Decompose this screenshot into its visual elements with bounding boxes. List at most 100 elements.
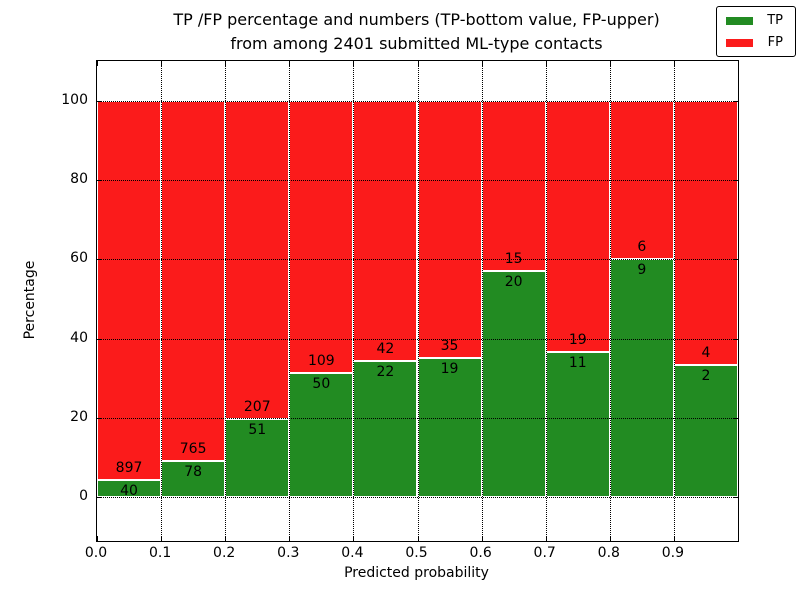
x-tick-mark-top: [609, 61, 611, 66]
x-tick-label: 0.4: [341, 545, 364, 561]
grid-line-x: [609, 61, 611, 541]
x-tick-label: 0.2: [213, 545, 236, 561]
legend: TP FP: [716, 6, 796, 57]
x-tick-mark-top: [545, 61, 547, 66]
bar-segment-fp: [353, 100, 418, 361]
bar-segment-fp: [545, 100, 610, 352]
x-tick-mark: [289, 536, 291, 541]
bar-segment-tp: [481, 270, 546, 498]
x-tick-mark-top: [289, 61, 291, 66]
y-tick-mark-right: [733, 338, 738, 340]
x-tick-mark: [417, 536, 419, 541]
bar-label-tp: 51: [248, 421, 267, 438]
bar-label-fp: 35: [440, 337, 459, 354]
legend-label-tp: TP: [767, 13, 783, 28]
bar-label-tp: 9: [637, 262, 647, 279]
bar-label-fp: 765: [179, 440, 207, 457]
x-tick-label: 0.1: [148, 545, 172, 561]
y-tick-label: 100: [61, 91, 88, 108]
y-tick-label: 20: [70, 409, 88, 426]
y-tick-mark: [97, 497, 102, 499]
x-tick-mark: [353, 536, 355, 541]
bar-label-fp: 19: [568, 331, 587, 348]
bar-segment-tp: [609, 259, 674, 498]
x-tick-mark-top: [353, 61, 355, 66]
legend-label-fp: FP: [767, 35, 783, 50]
chart-title: TP /FP percentage and numbers (TP-bottom…: [173, 10, 660, 53]
grid-line-x: [481, 61, 483, 541]
x-tick-label: 0.6: [469, 545, 492, 561]
bar-segment-fp: [289, 100, 354, 373]
bar-segment-fp: [673, 100, 738, 366]
bar-segment-tp: [417, 357, 482, 498]
y-tick-mark-right: [733, 100, 738, 102]
legend-entry-fp: FP: [726, 35, 783, 50]
bar-segment-fp: [97, 100, 162, 481]
grid-line-x: [545, 61, 547, 541]
grid-line-x: [353, 61, 355, 541]
y-tick-mark-right: [733, 497, 738, 499]
x-tick-mark: [545, 536, 547, 541]
y-tick-mark: [97, 338, 102, 340]
y-tick-mark: [97, 180, 102, 181]
x-tick-mark: [161, 536, 163, 541]
bar-segment-fp: [417, 100, 482, 358]
x-tick-label: 0.9: [661, 545, 685, 561]
y-tick-mark: [97, 418, 102, 420]
y-tick-mark: [97, 259, 102, 261]
bar-label-fp: 6: [637, 239, 647, 256]
grid-line-x: [289, 61, 291, 541]
x-tick-label: 0.5: [405, 545, 428, 561]
bar-segment-tp: [545, 351, 610, 498]
x-tick-label: 0.0: [84, 545, 108, 561]
plot-area: 897 40 765 78 207 51 109 50 42 22 35 19 15 20 19 11 6 9 4 2: [96, 60, 739, 542]
x-tick-mark: [481, 536, 483, 541]
x-tick-label: 0.7: [533, 545, 556, 561]
grid-line-x: [225, 61, 227, 541]
x-tick-mark: [225, 536, 227, 541]
grid-line-x: [673, 61, 675, 541]
bar-segment-fp: [481, 100, 546, 271]
x-tick-mark-top: [161, 61, 163, 66]
bar-segment-tp: [353, 361, 418, 498]
bar-label-fp: 207: [243, 398, 271, 415]
x-tick-mark-top: [481, 61, 483, 66]
bar-segment-fp: [161, 100, 226, 461]
bar-segment-tp: [225, 418, 290, 498]
x-tick-mark-top: [97, 61, 98, 66]
grid-line-x: [161, 61, 163, 541]
bar-label-tp: 22: [376, 364, 395, 380]
bar-label-fp: 42: [376, 341, 395, 357]
legend-entry-tp: TP: [726, 13, 783, 28]
bar-segment-tp: [161, 460, 226, 498]
x-tick-label: 0.8: [597, 545, 620, 561]
fp-swatch-icon: [726, 38, 753, 47]
bar-label-tp: 50: [312, 375, 331, 392]
bar-label-tp: 20: [504, 273, 523, 290]
y-tick-mark-right: [733, 418, 738, 420]
bar-segment-tp: [673, 365, 738, 498]
y-tick-mark: [97, 100, 102, 102]
bar-label-tp: 11: [568, 354, 587, 371]
bar-label-tp: 19: [440, 360, 459, 377]
x-tick-mark: [609, 536, 611, 541]
bar-label-tp: 2: [701, 368, 711, 385]
y-tick-label: 40: [70, 329, 88, 346]
tp-swatch-icon: [726, 16, 753, 25]
x-axis-label: Predicted probability: [344, 565, 489, 581]
grid-line-x: [417, 61, 419, 541]
y-tick-label: 60: [70, 250, 88, 267]
x-tick-mark-top: [673, 61, 675, 66]
y-tick-mark-right: [733, 259, 738, 261]
bar-label-fp: 4: [701, 345, 711, 362]
bar-label-tp: 78: [184, 463, 203, 480]
bar-segment-tp: [97, 480, 162, 498]
x-tick-label: 0.3: [277, 545, 300, 561]
y-axis-label: Percentage: [22, 260, 38, 340]
y-tick-mark-right: [733, 180, 738, 181]
x-tick-mark-top: [417, 61, 419, 66]
bar-label-fp: 109: [307, 352, 335, 369]
x-tick-mark: [673, 536, 675, 541]
x-tick-mark-top: [225, 61, 227, 66]
